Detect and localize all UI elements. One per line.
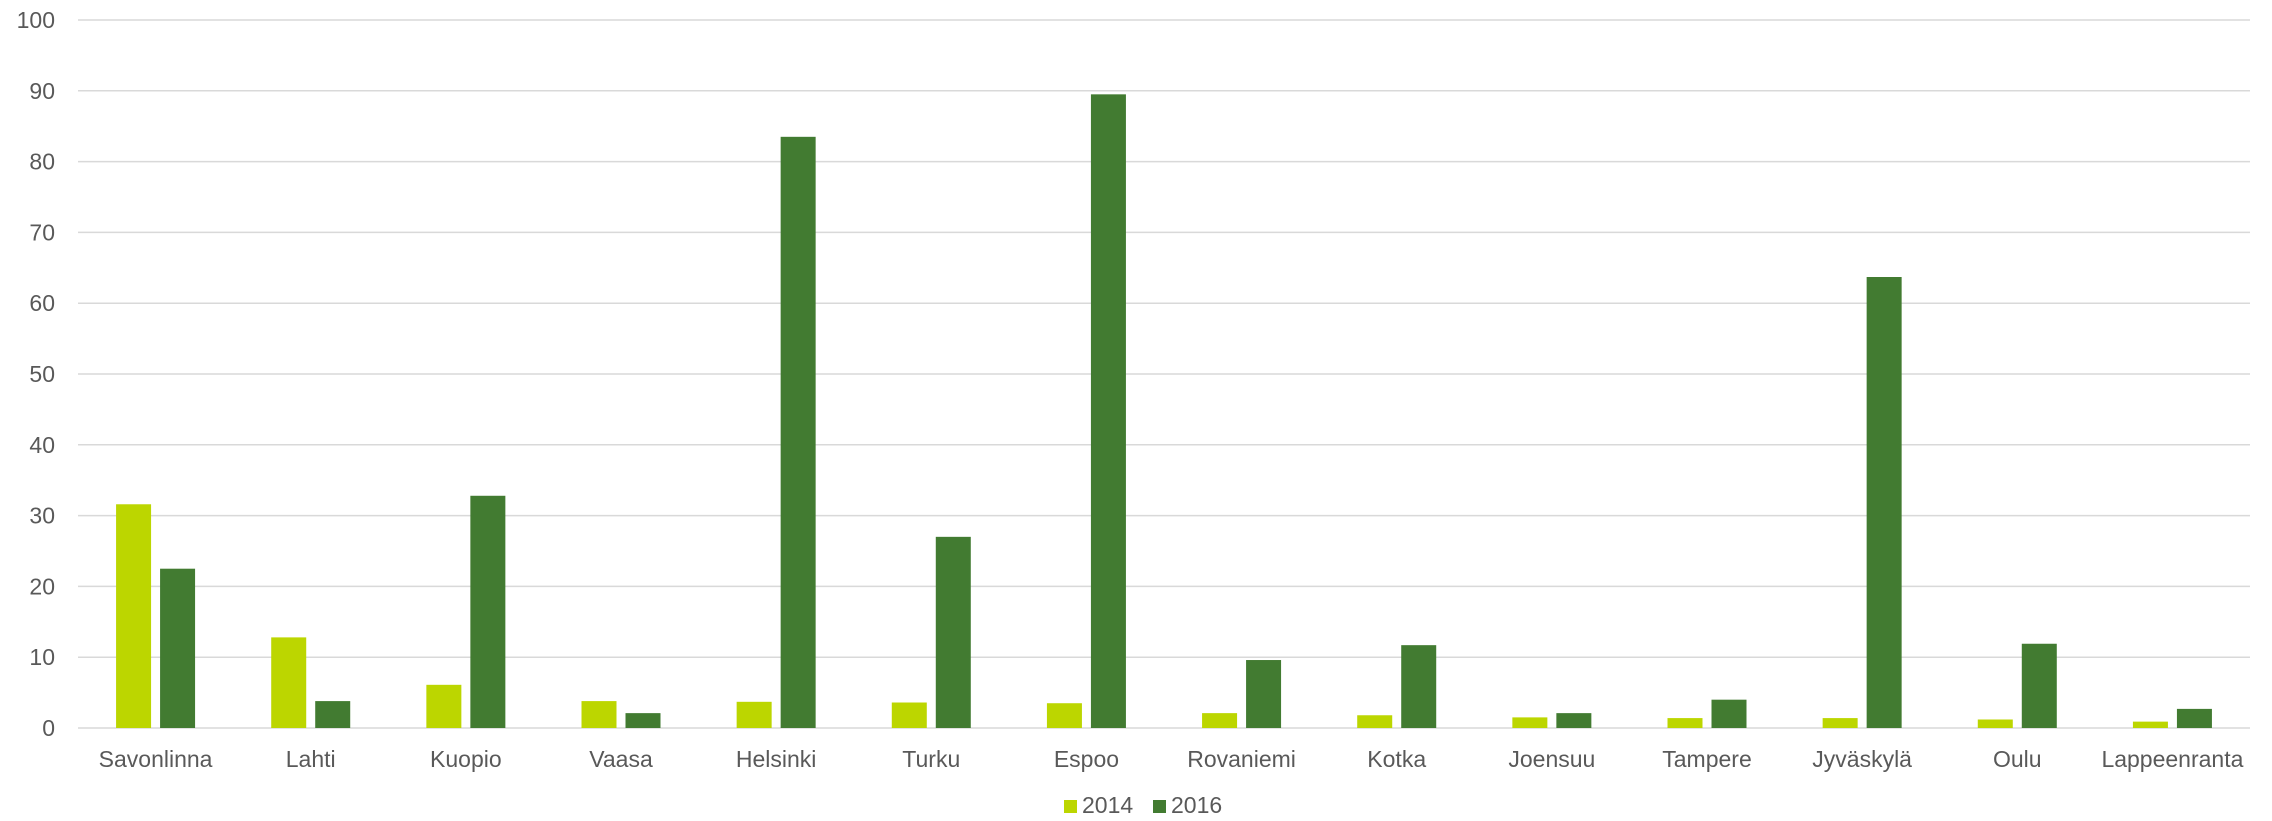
x-tick-label: Helsinki [736, 746, 817, 772]
x-axis: Savonlinna Lahti Kuopio Vaasa Helsinki Turku E… [99, 746, 2244, 772]
bar-2014-Tampere [1667, 718, 1703, 728]
x-tick-label: Rovaniemi [1187, 746, 1296, 772]
bar-2016-Lappeenranta [2176, 708, 2212, 728]
bar-2016-Rovaniemi [1246, 660, 1282, 728]
bar-2014-Jyväskylä [1822, 718, 1858, 728]
x-tick-label: Lappeenranta [2101, 746, 2243, 772]
legend-label: 2016 [1171, 792, 1222, 818]
bar-2016-Espoo [1090, 94, 1126, 729]
bar-2016-Kuopio [470, 495, 506, 728]
x-tick-label: Joensuu [1508, 746, 1595, 772]
x-tick-label: Lahti [286, 746, 336, 772]
x-tick-label: Savonlinna [99, 746, 213, 772]
x-tick-label: Kuopio [430, 746, 502, 772]
y-tick-label: 10 [29, 644, 55, 670]
y-tick-label: 70 [29, 219, 55, 245]
bar-2016-Lahti [315, 701, 351, 728]
y-tick-label: 20 [29, 573, 55, 599]
bar-2014-Savonlinna [116, 504, 152, 728]
y-tick-label: 30 [29, 503, 55, 529]
bar-2014-Helsinki [736, 701, 772, 728]
legend-swatch-2014 [1064, 800, 1077, 813]
bar-2016-Oulu [2021, 643, 2057, 728]
bar-2014-Turku [891, 702, 927, 728]
bar-2016-Jyväskylä [1866, 277, 1902, 728]
x-tick-label: Turku [902, 746, 960, 772]
y-tick-label: 40 [29, 432, 55, 458]
y-tick-label: 90 [29, 78, 55, 104]
x-tick-label: Oulu [1993, 746, 2042, 772]
bar-2014-Oulu [1977, 719, 2013, 728]
bar-2014-Vaasa [581, 701, 617, 728]
y-tick-label: 60 [29, 290, 55, 316]
bar-2016-Tampere [1711, 699, 1747, 728]
y-tick-label: 50 [29, 361, 55, 387]
bar-2014-Joensuu [1512, 717, 1548, 728]
gridlines [78, 19, 2250, 729]
bar-2014-Lappeenranta [2132, 721, 2168, 728]
x-tick-label: Tampere [1662, 746, 1751, 772]
bars [116, 94, 2212, 729]
bar-2016-Vaasa [625, 713, 661, 728]
x-tick-label: Espoo [1054, 746, 1119, 772]
legend: 2014 2016 [1064, 792, 1222, 818]
bar-2016-Turku [935, 536, 971, 728]
bar-2016-Helsinki [780, 136, 816, 728]
x-tick-label: Jyväskylä [1812, 746, 1912, 772]
bar-2016-Kotka [1401, 645, 1437, 728]
y-axis: 0 10 20 30 40 50 60 70 80 90 100 [17, 7, 55, 741]
bar-2014-Rovaniemi [1202, 713, 1238, 728]
legend-label: 2014 [1082, 792, 1133, 818]
y-tick-label: 0 [42, 715, 55, 741]
x-tick-label: Kotka [1367, 746, 1426, 772]
bar-2014-Kotka [1357, 715, 1393, 728]
bar-2014-Lahti [271, 637, 307, 728]
y-tick-label: 100 [17, 7, 55, 33]
bar-2014-Espoo [1046, 703, 1082, 728]
x-tick-label: Vaasa [589, 746, 653, 772]
bar-2016-Joensuu [1556, 713, 1592, 728]
bar-2014-Kuopio [426, 684, 462, 728]
y-tick-label: 80 [29, 149, 55, 175]
legend-swatch-2016 [1153, 800, 1166, 813]
bar-2016-Savonlinna [160, 568, 196, 728]
